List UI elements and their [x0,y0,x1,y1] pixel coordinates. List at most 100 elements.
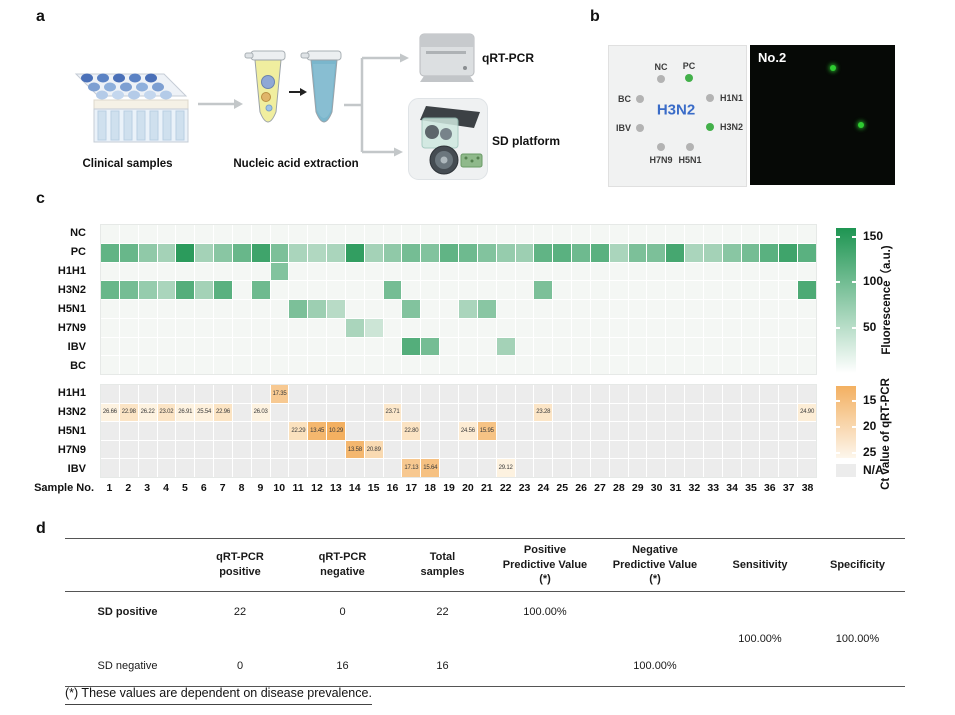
ct-cell: 15.64 [421,459,440,477]
fluorescence-cell [798,262,816,281]
fluorescence-cell [195,225,214,243]
fluorescence-cell [477,281,496,299]
fluorescence-cell [703,281,722,299]
fluorescence-cell [666,281,685,299]
fluorescence-cell [138,225,157,243]
fluorescence-cell [364,300,383,318]
fluorescence-cell [515,337,534,356]
ct-cell [402,385,421,403]
ct-cell [459,440,477,459]
table-header-qrt-positive: qRT-PCR positive [216,551,264,578]
ct-cell [119,385,138,403]
fluorescence-cell [760,243,779,262]
fluorescence-cell [666,262,685,281]
fluorescence-cell [760,225,779,243]
fluorescence-cell [232,281,251,299]
ct-cell [383,459,402,477]
fluorescence-cell [760,318,779,337]
fluorescence-cell [590,356,609,374]
ct-cell [722,459,741,477]
ct-cell [590,385,609,403]
fluorescence-cell [157,281,176,299]
ct-cell [101,422,119,440]
sample-number: 14 [348,482,361,494]
extraction-tubes-illustration [244,50,342,123]
ct-cell [421,440,440,459]
ct-cell [270,440,289,459]
sample-number: 12 [311,482,323,494]
fluorescence-cell [647,281,666,299]
heatmap-row-label: H7N9 [57,443,86,456]
fluorescence-heatmap [100,224,817,375]
ct-cell [703,403,722,422]
fluorescence-cell [289,243,308,262]
ct-cell: 29.12 [496,459,515,477]
fluorescence-cell [440,300,458,318]
fluorescence-cell [270,243,289,262]
fluorescence-cell [232,225,251,243]
fluorescent-spot-h3n2 [858,122,864,128]
ct-cell [590,422,609,440]
ct-cell [232,459,251,477]
h7n9-spot-dot [657,143,665,151]
fluorescence-cell [459,337,477,356]
fluorescence-cell [590,262,609,281]
ct-cell [590,440,609,459]
ct-cell [345,459,364,477]
fluorescence-cell [364,356,383,374]
fluorescence-cell [798,300,816,318]
fluorescence-cell [779,281,798,299]
fluorescence-cell [345,281,364,299]
ct-cell [101,440,119,459]
fluorescence-cell [364,318,383,337]
cell-sdpos-qrtneg: 0 [339,606,346,618]
fluorescence-cell [722,356,741,374]
fluorescence-cell [421,318,440,337]
ct-cell [496,403,515,422]
ct-cell [685,459,703,477]
fluorescence-cell [685,356,703,374]
ct-cell [609,385,628,403]
fluorescence-cell [327,243,345,262]
ct-cell [496,385,515,403]
fluorescence-cell [609,243,628,262]
ct-cell [289,403,308,422]
ct-cell [666,385,685,403]
fluorescence-cell [459,318,477,337]
colorbar-tick [852,400,856,403]
sample-axis-label: Sample No. [34,482,94,494]
h5n1-spot-label: H5N1 [678,155,702,165]
sample-number: 25 [556,482,569,494]
fluorescence-cell [119,262,138,281]
ct-cell [270,459,289,477]
ct-cell [553,422,572,440]
ct-cell: 24.90 [798,403,816,422]
fluorescence-cell [157,243,176,262]
sample-number: 38 [801,482,814,494]
fluorescence-cell [101,262,119,281]
ct-cell [779,459,798,477]
fluorescence-cell [364,337,383,356]
ct-cell [195,385,214,403]
fluorescence-cell [251,225,270,243]
fluorescence-cell [572,356,590,374]
fluorescence-cell [345,225,364,243]
fluorescence-cell [270,337,289,356]
fluorescence-cell [270,356,289,374]
fluorescent-spot-pc [830,65,836,71]
cell-sensitivity: 100.00% [738,633,782,645]
ct-cell [176,422,195,440]
colorbar-tick-label: 50 [863,319,877,334]
heatmap-row-label: PC [70,246,86,259]
cell-ppv: 100.00% [523,606,567,618]
fluorescence-cell [402,243,421,262]
fluorescence-cell [798,225,816,243]
fluorescence-cell [195,356,214,374]
ct-cell [779,422,798,440]
ct-cell [779,403,798,422]
ct-cell [515,403,534,422]
ct-cell: 23.71 [383,403,402,422]
fluorescence-cell [138,262,157,281]
colorbar-tick [836,400,840,403]
heatmap-row-label: IBV [67,340,86,353]
